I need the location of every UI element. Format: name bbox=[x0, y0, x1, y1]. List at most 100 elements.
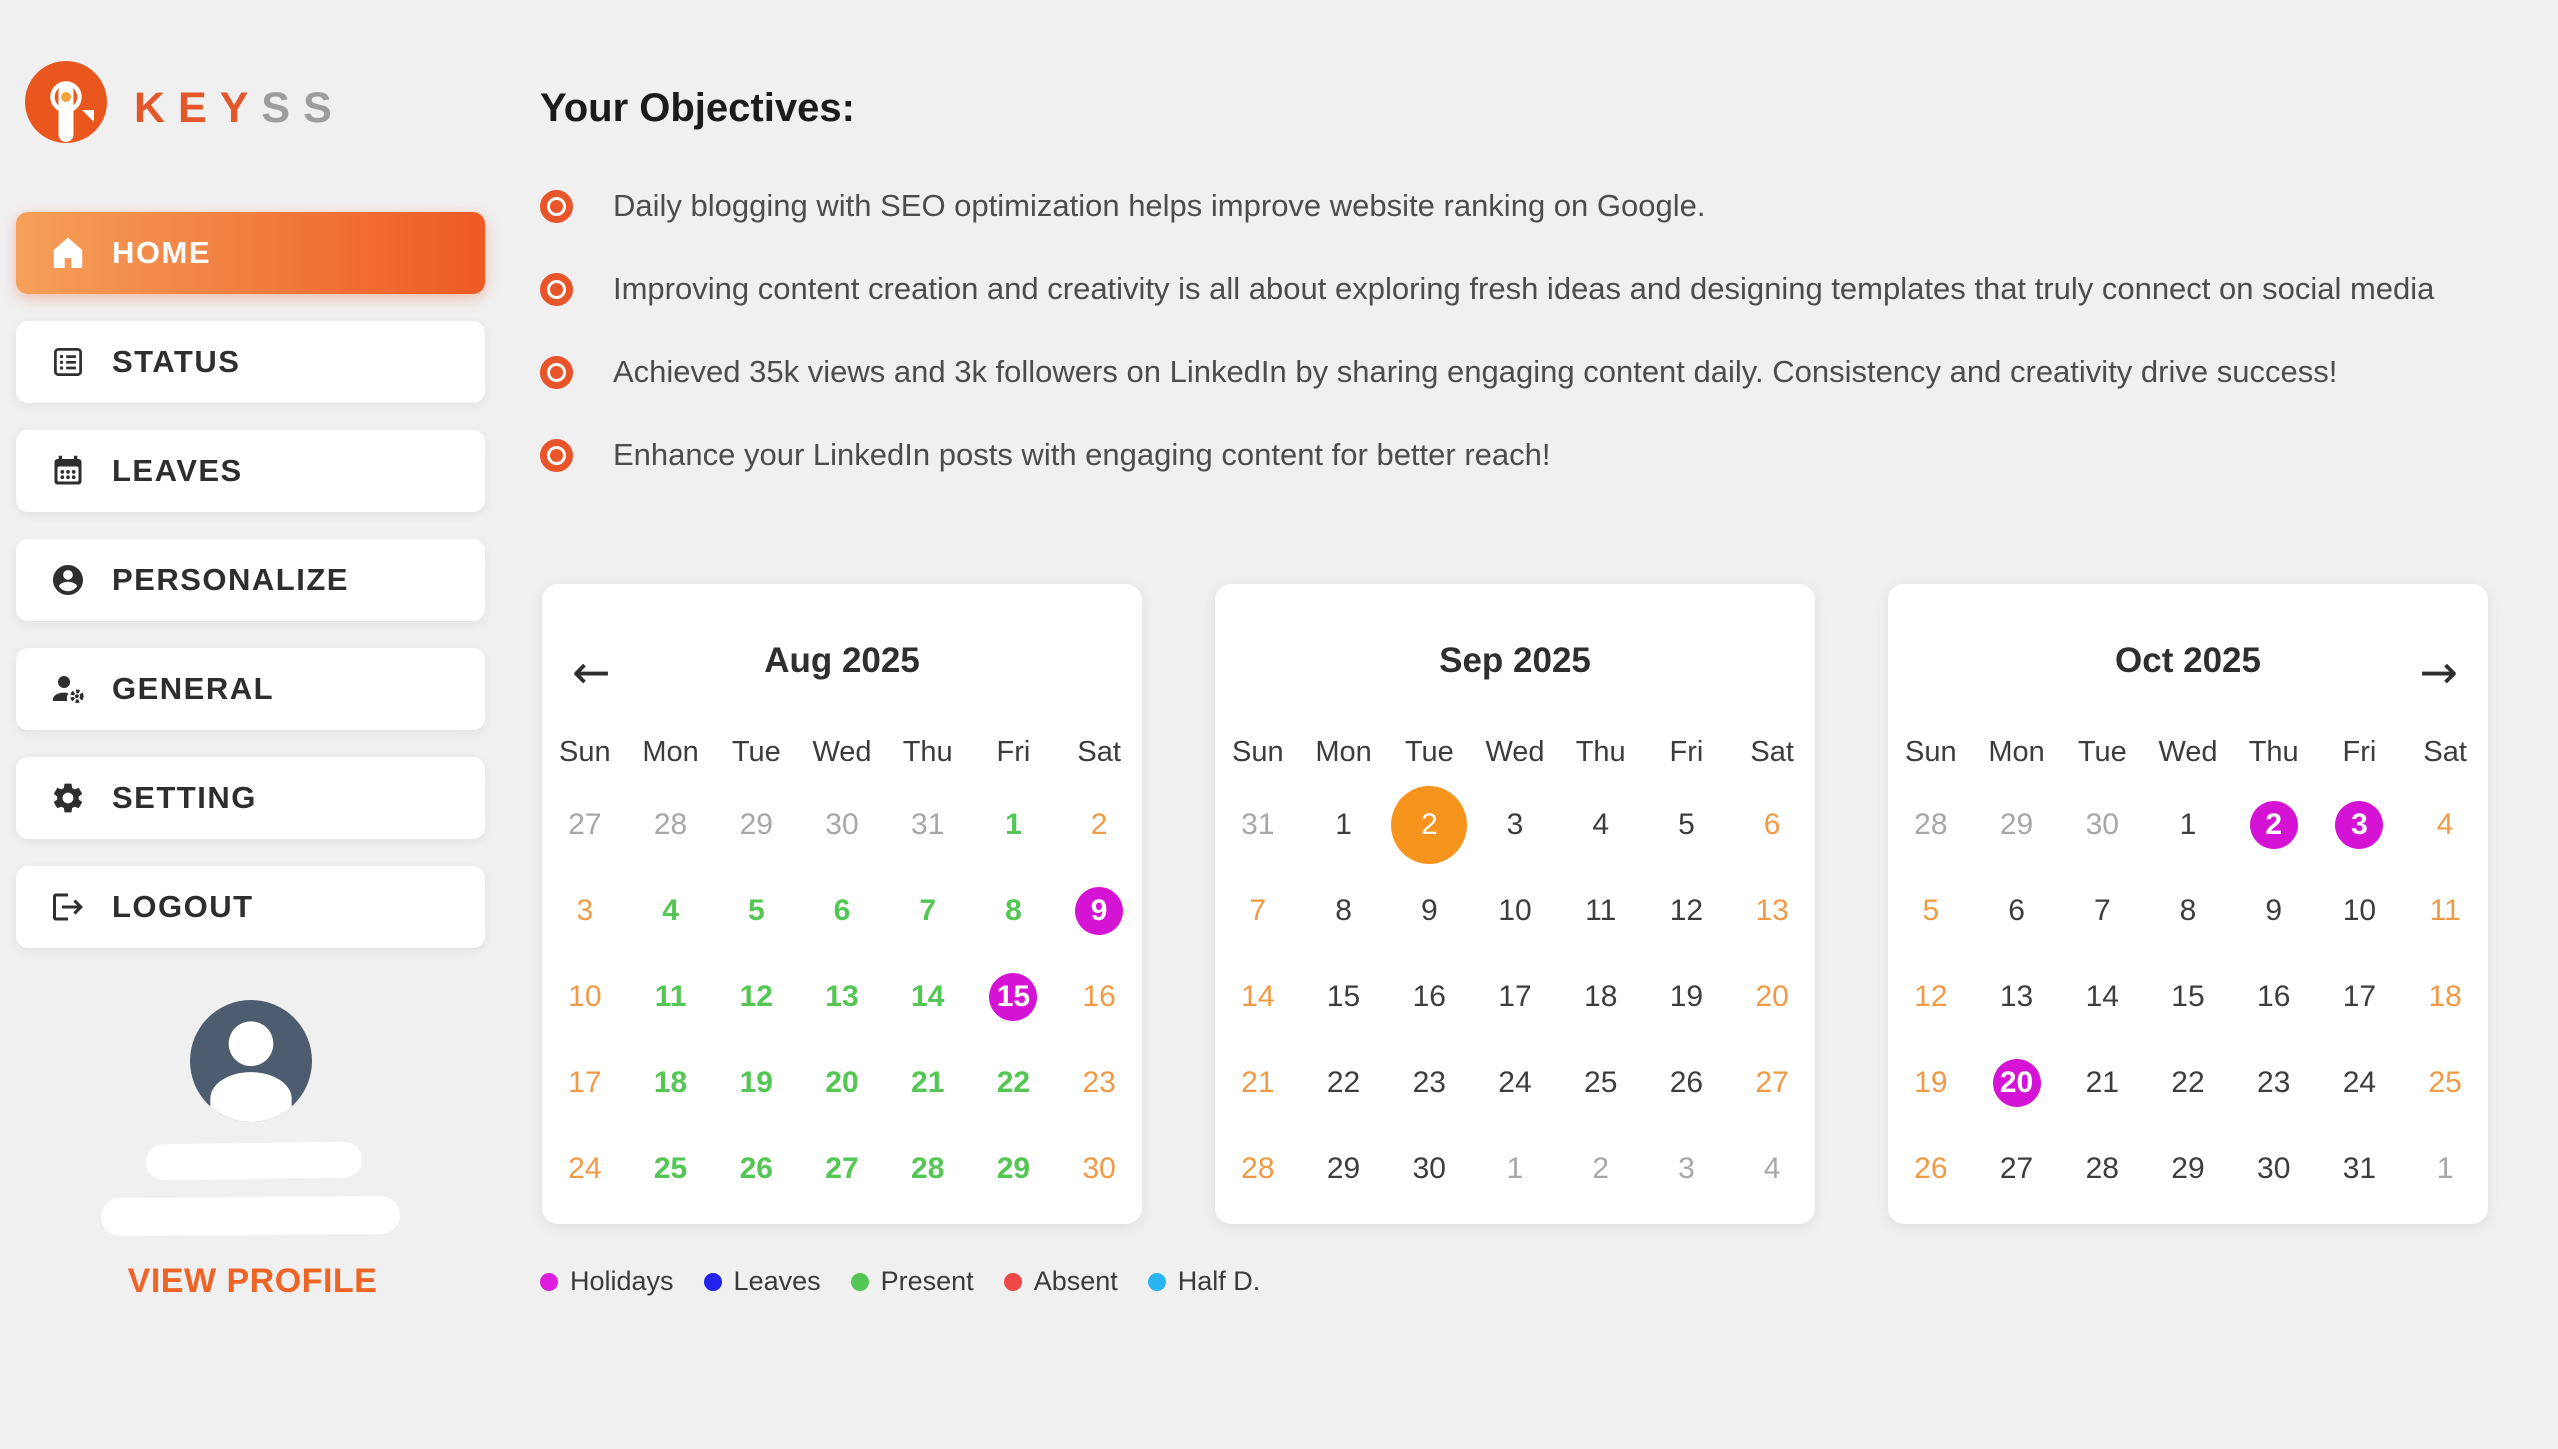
day-cell[interactable]: 20 bbox=[799, 1040, 885, 1126]
day-cell[interactable]: 1 bbox=[2402, 1126, 2488, 1212]
day-cell[interactable]: 26 bbox=[1644, 1040, 1730, 1126]
day-cell[interactable]: 29 bbox=[2145, 1126, 2231, 1212]
day-cell[interactable]: 9 bbox=[1386, 868, 1472, 954]
day-cell[interactable]: 28 bbox=[1215, 1126, 1301, 1212]
day-cell[interactable]: 14 bbox=[1215, 954, 1301, 1040]
prev-month-icon[interactable]: ← bbox=[572, 645, 611, 699]
day-cell[interactable]: 24 bbox=[2317, 1040, 2403, 1126]
day-cell[interactable]: 19 bbox=[713, 1040, 799, 1126]
day-cell[interactable]: 2 bbox=[2231, 782, 2317, 868]
day-cell[interactable]: 21 bbox=[1215, 1040, 1301, 1126]
day-cell[interactable]: 30 bbox=[1386, 1126, 1472, 1212]
day-cell[interactable]: 8 bbox=[971, 868, 1057, 954]
day-cell[interactable]: 26 bbox=[1888, 1126, 1974, 1212]
day-cell[interactable]: 28 bbox=[885, 1126, 971, 1212]
day-cell[interactable]: 29 bbox=[971, 1126, 1057, 1212]
day-cell[interactable]: 7 bbox=[885, 868, 971, 954]
day-cell[interactable]: 14 bbox=[2059, 954, 2145, 1040]
day-cell[interactable]: 13 bbox=[1974, 954, 2060, 1040]
day-cell[interactable]: 18 bbox=[1558, 954, 1644, 1040]
day-cell[interactable]: 6 bbox=[1729, 782, 1815, 868]
day-cell[interactable]: 22 bbox=[1301, 1040, 1387, 1126]
day-cell[interactable]: 31 bbox=[2317, 1126, 2403, 1212]
day-cell[interactable]: 16 bbox=[2231, 954, 2317, 1040]
day-cell[interactable]: 12 bbox=[1644, 868, 1730, 954]
day-cell[interactable]: 7 bbox=[2059, 868, 2145, 954]
day-cell[interactable]: 1 bbox=[971, 782, 1057, 868]
day-cell[interactable]: 3 bbox=[542, 868, 628, 954]
day-cell[interactable]: 16 bbox=[1386, 954, 1472, 1040]
day-cell[interactable]: 20 bbox=[1974, 1040, 2060, 1126]
day-cell[interactable]: 9 bbox=[2231, 868, 2317, 954]
sidebar-item-home[interactable]: HOME bbox=[16, 212, 485, 294]
day-cell[interactable]: 23 bbox=[2231, 1040, 2317, 1126]
day-cell[interactable]: 24 bbox=[1472, 1040, 1558, 1126]
day-cell[interactable]: 31 bbox=[885, 782, 971, 868]
day-cell[interactable]: 30 bbox=[2231, 1126, 2317, 1212]
day-cell[interactable]: 29 bbox=[1301, 1126, 1387, 1212]
day-cell[interactable]: 30 bbox=[799, 782, 885, 868]
sidebar-item-status[interactable]: STATUS bbox=[16, 321, 485, 403]
day-cell[interactable]: 1 bbox=[2145, 782, 2231, 868]
day-cell[interactable]: 25 bbox=[2402, 1040, 2488, 1126]
day-cell[interactable]: 28 bbox=[2059, 1126, 2145, 1212]
day-cell[interactable]: 27 bbox=[1974, 1126, 2060, 1212]
day-cell[interactable]: 3 bbox=[2317, 782, 2403, 868]
day-cell[interactable]: 17 bbox=[1472, 954, 1558, 1040]
day-cell[interactable]: 4 bbox=[628, 868, 714, 954]
day-cell[interactable]: 19 bbox=[1888, 1040, 1974, 1126]
day-cell[interactable]: 17 bbox=[2317, 954, 2403, 1040]
day-cell[interactable]: 27 bbox=[1729, 1040, 1815, 1126]
day-cell[interactable]: 6 bbox=[1974, 868, 2060, 954]
day-cell[interactable]: 7 bbox=[1215, 868, 1301, 954]
day-cell[interactable]: 25 bbox=[628, 1126, 714, 1212]
sidebar-item-personalize[interactable]: PERSONALIZE bbox=[16, 539, 485, 621]
day-cell[interactable]: 2 bbox=[1056, 782, 1142, 868]
day-cell[interactable]: 23 bbox=[1056, 1040, 1142, 1126]
day-cell[interactable]: 6 bbox=[799, 868, 885, 954]
day-cell[interactable]: 17 bbox=[542, 1040, 628, 1126]
day-cell[interactable]: 30 bbox=[1056, 1126, 1142, 1212]
day-cell[interactable]: 12 bbox=[1888, 954, 1974, 1040]
day-cell[interactable]: 4 bbox=[1558, 782, 1644, 868]
view-profile-link[interactable]: VIEW PROFILE bbox=[127, 1262, 378, 1300]
day-cell[interactable]: 28 bbox=[628, 782, 714, 868]
day-cell[interactable]: 11 bbox=[628, 954, 714, 1040]
day-cell[interactable]: 21 bbox=[885, 1040, 971, 1126]
day-cell[interactable]: 16 bbox=[1056, 954, 1142, 1040]
day-cell[interactable]: 8 bbox=[1301, 868, 1387, 954]
day-cell[interactable]: 1 bbox=[1301, 782, 1387, 868]
day-cell[interactable]: 20 bbox=[1729, 954, 1815, 1040]
day-cell[interactable]: 15 bbox=[971, 954, 1057, 1040]
day-cell[interactable]: 19 bbox=[1644, 954, 1730, 1040]
day-cell[interactable]: 5 bbox=[1644, 782, 1730, 868]
day-cell[interactable]: 5 bbox=[713, 868, 799, 954]
sidebar-item-general[interactable]: GENERAL bbox=[16, 648, 485, 730]
day-cell[interactable]: 24 bbox=[542, 1126, 628, 1212]
day-cell[interactable]: 1 bbox=[1472, 1126, 1558, 1212]
day-cell[interactable]: 12 bbox=[713, 954, 799, 1040]
day-cell[interactable]: 10 bbox=[1472, 868, 1558, 954]
day-cell[interactable]: 13 bbox=[799, 954, 885, 1040]
day-cell[interactable]: 25 bbox=[1558, 1040, 1644, 1126]
day-cell[interactable]: 23 bbox=[1386, 1040, 1472, 1126]
day-cell[interactable]: 30 bbox=[2059, 782, 2145, 868]
day-cell[interactable]: 27 bbox=[542, 782, 628, 868]
day-cell[interactable]: 31 bbox=[1215, 782, 1301, 868]
day-cell[interactable]: 3 bbox=[1644, 1126, 1730, 1212]
day-cell[interactable]: 29 bbox=[713, 782, 799, 868]
day-cell[interactable]: 22 bbox=[2145, 1040, 2231, 1126]
day-cell[interactable]: 15 bbox=[2145, 954, 2231, 1040]
day-cell[interactable]: 2 bbox=[1558, 1126, 1644, 1212]
day-cell[interactable]: 3 bbox=[1472, 782, 1558, 868]
sidebar-item-leaves[interactable]: LEAVES bbox=[16, 430, 485, 512]
day-cell[interactable]: 14 bbox=[885, 954, 971, 1040]
day-cell[interactable]: 29 bbox=[1974, 782, 2060, 868]
day-cell[interactable]: 10 bbox=[542, 954, 628, 1040]
sidebar-item-logout[interactable]: LOGOUT bbox=[16, 866, 485, 948]
day-cell[interactable]: 2 bbox=[1386, 782, 1472, 868]
day-cell[interactable]: 18 bbox=[2402, 954, 2488, 1040]
day-cell[interactable]: 27 bbox=[799, 1126, 885, 1212]
day-cell[interactable]: 28 bbox=[1888, 782, 1974, 868]
day-cell[interactable]: 13 bbox=[1729, 868, 1815, 954]
